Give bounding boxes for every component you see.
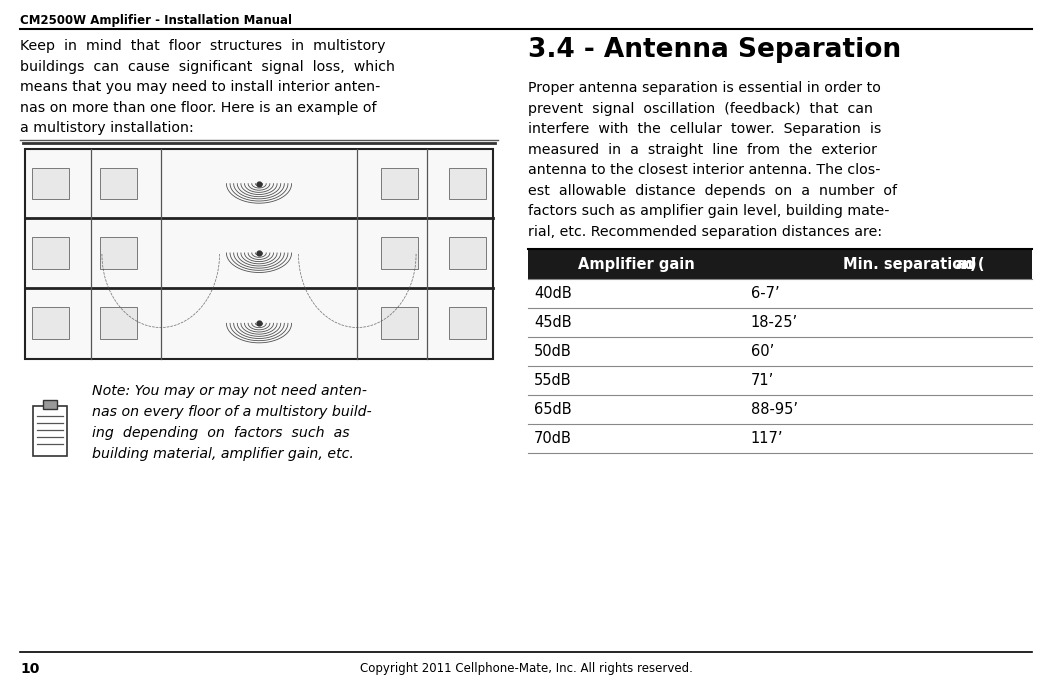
Text: ad: ad bbox=[955, 257, 976, 271]
Bar bbox=[43, 400, 57, 409]
Bar bbox=[381, 168, 418, 199]
Bar bbox=[528, 249, 1032, 279]
Text: 40dB: 40dB bbox=[534, 286, 571, 301]
Bar bbox=[381, 307, 418, 339]
Text: 3.4 - Antenna Separation: 3.4 - Antenna Separation bbox=[528, 37, 902, 63]
Text: nas on more than one floor. Here is an example of: nas on more than one floor. Here is an e… bbox=[20, 101, 377, 115]
Text: 117’: 117’ bbox=[751, 431, 784, 446]
Text: 70dB: 70dB bbox=[534, 431, 572, 446]
Text: building material, amplifier gain, etc.: building material, amplifier gain, etc. bbox=[92, 447, 353, 461]
Bar bbox=[32, 237, 69, 269]
Text: 18-25’: 18-25’ bbox=[751, 315, 797, 330]
Text: measured  in  a  straight  line  from  the  exterior: measured in a straight line from the ext… bbox=[528, 142, 877, 157]
Text: 88-95’: 88-95’ bbox=[751, 402, 797, 417]
Text: means that you may need to install interior anten-: means that you may need to install inter… bbox=[20, 80, 381, 94]
Text: a multistory installation:: a multistory installation: bbox=[20, 121, 194, 135]
Bar bbox=[381, 237, 418, 269]
Bar bbox=[100, 307, 138, 339]
Bar bbox=[448, 237, 486, 269]
Text: rial, etc. Recommended separation distances are:: rial, etc. Recommended separation distan… bbox=[528, 224, 883, 239]
Text: est  allowable  distance  depends  on  a  number  of: est allowable distance depends on a numb… bbox=[528, 183, 897, 198]
Text: antenna to the closest interior antenna. The clos-: antenna to the closest interior antenna.… bbox=[528, 163, 881, 177]
Text: Proper antenna separation is essential in order to: Proper antenna separation is essential i… bbox=[528, 81, 881, 95]
Text: 6-7’: 6-7’ bbox=[751, 286, 780, 301]
Text: prevent  signal  oscillation  (feedback)  that  can: prevent signal oscillation (feedback) th… bbox=[528, 101, 873, 115]
Bar bbox=[100, 168, 138, 199]
Text: 65dB: 65dB bbox=[534, 402, 571, 417]
Bar bbox=[100, 237, 138, 269]
Bar bbox=[33, 406, 67, 456]
Text: 50dB: 50dB bbox=[534, 344, 571, 359]
Text: Note: You may or may not need anten-: Note: You may or may not need anten- bbox=[92, 384, 367, 398]
Text: 55dB: 55dB bbox=[534, 373, 571, 388]
Text: 60’: 60’ bbox=[751, 344, 774, 359]
Text: CM2500W Amplifier - Installation Manual: CM2500W Amplifier - Installation Manual bbox=[20, 14, 292, 27]
Text: Amplifier gain: Amplifier gain bbox=[578, 257, 694, 271]
Text: interfere  with  the  cellular  tower.  Separation  is: interfere with the cellular tower. Separ… bbox=[528, 122, 882, 136]
Bar bbox=[448, 168, 486, 199]
Text: 45dB: 45dB bbox=[534, 315, 571, 330]
Text: factors such as amplifier gain level, building mate-: factors such as amplifier gain level, bu… bbox=[528, 204, 890, 218]
Bar bbox=[32, 307, 69, 339]
Text: Min. separation (: Min. separation ( bbox=[844, 257, 985, 271]
Text: Copyright 2011 Cellphone-Mate, Inc. All rights reserved.: Copyright 2011 Cellphone-Mate, Inc. All … bbox=[360, 662, 692, 675]
Bar bbox=[32, 168, 69, 199]
Text: ing  depending  on  factors  such  as: ing depending on factors such as bbox=[92, 426, 349, 440]
Bar bbox=[448, 307, 486, 339]
Text: 10: 10 bbox=[20, 662, 39, 676]
Text: ): ) bbox=[969, 257, 976, 271]
Bar bbox=[25, 149, 493, 359]
Text: Keep  in  mind  that  floor  structures  in  multistory: Keep in mind that floor structures in mu… bbox=[20, 39, 385, 53]
Text: buildings  can  cause  significant  signal  loss,  which: buildings can cause significant signal l… bbox=[20, 60, 394, 74]
Text: 71’: 71’ bbox=[751, 373, 774, 388]
Text: nas on every floor of a multistory build-: nas on every floor of a multistory build… bbox=[92, 405, 371, 419]
